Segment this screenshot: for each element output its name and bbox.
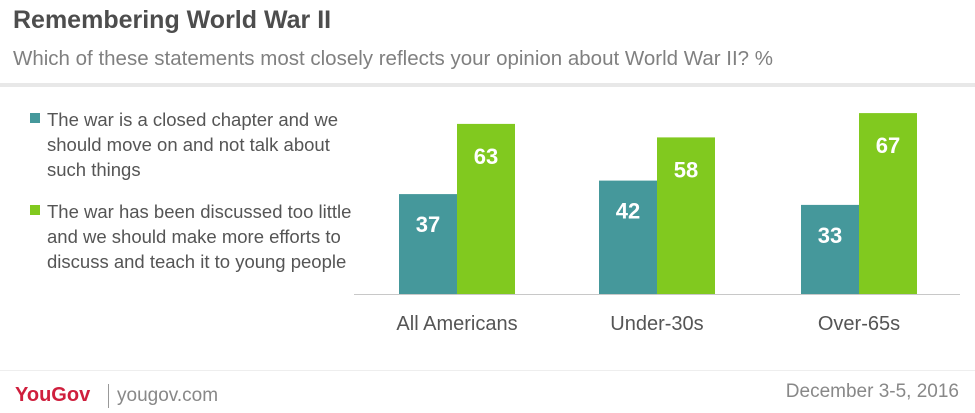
chart-title: Remembering World War II	[13, 6, 332, 34]
bar-all-americans-series-2	[457, 123, 515, 295]
legend-label: The war is a closed chapter and we shoul…	[47, 109, 339, 180]
legend-label: The war has been discussed too little an…	[47, 201, 352, 272]
category-label: Under-30s	[610, 313, 703, 335]
bar-value-label: 63	[474, 144, 498, 169]
bar-under-30s-series-2	[657, 137, 715, 294]
bar-under-30s-series-1	[599, 180, 657, 294]
yougov-logo: YouGov	[15, 384, 91, 406]
bar-over-65s-series-2	[859, 113, 917, 294]
footer-divider	[0, 370, 975, 371]
logo-divider	[108, 384, 109, 408]
category-label: All Americans	[396, 313, 517, 335]
bar-value-label: 42	[616, 199, 640, 224]
bar-value-label: 58	[674, 157, 698, 182]
legend-swatch-green	[30, 205, 40, 215]
bar-all-americans-series-1	[399, 194, 457, 294]
bar-over-65s-series-1	[801, 204, 859, 294]
legend-item-closed-chapter: The war is a closed chapter and we shoul…	[22, 107, 352, 182]
legend-swatch-teal	[30, 113, 40, 123]
bar-value-label: 67	[876, 133, 900, 158]
website-link[interactable]: yougov.com	[117, 385, 219, 406]
legend: The war is a closed chapter and we shoul…	[22, 107, 352, 291]
survey-date: December 3-5, 2016	[785, 381, 959, 402]
bar-value-label: 37	[416, 212, 440, 237]
chart-subtitle: Which of these statements most closely r…	[13, 47, 773, 70]
legend-item-discussed-too-little: The war has been discussed too little an…	[22, 199, 352, 274]
bar-value-label: 33	[818, 223, 842, 248]
header-divider	[0, 83, 975, 87]
category-label: Over-65s	[818, 313, 900, 335]
